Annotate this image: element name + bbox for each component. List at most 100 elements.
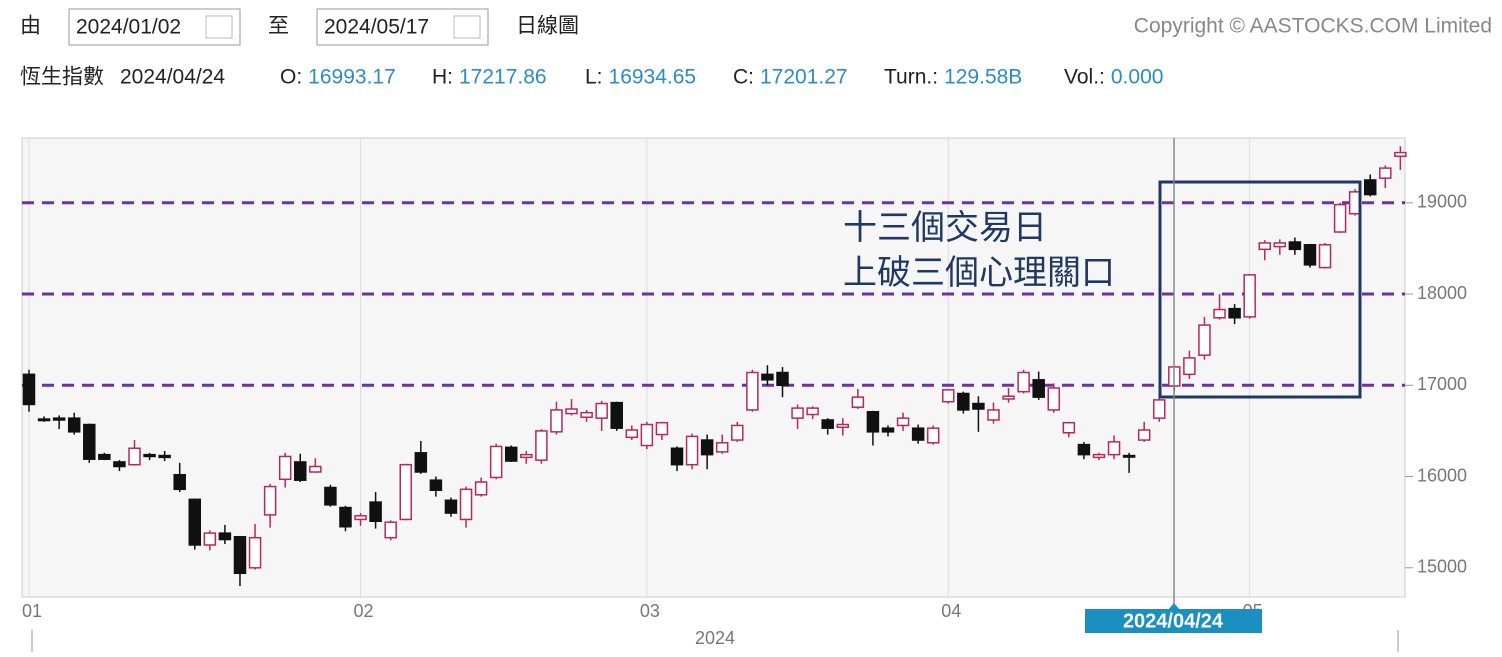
- annotation: 上破三個心理關口: [843, 253, 1115, 293]
- chart-type[interactable]: 日線圖: [516, 15, 579, 38]
- candle-body: [1122, 454, 1136, 458]
- candle-body: [1017, 371, 1030, 393]
- field-value: 16993.17: [308, 66, 396, 89]
- candle-body: [429, 479, 443, 491]
- x-tick-label: 01: [22, 601, 42, 621]
- candle-body: [1002, 395, 1015, 400]
- from-label: 由: [20, 15, 41, 38]
- to-input[interactable]: [316, 8, 489, 46]
- candle-body: [67, 417, 81, 433]
- candle-body: [233, 536, 247, 575]
- candle-body: [1228, 307, 1241, 319]
- candle-body: [715, 442, 729, 453]
- field-label: C:: [733, 66, 754, 89]
- candle-body: [1032, 379, 1045, 398]
- field-value: 17201.27: [760, 66, 848, 89]
- candle-body: [655, 421, 669, 436]
- candle-body: [459, 488, 473, 521]
- y-tick-label: 17000: [1417, 374, 1467, 394]
- candle-body: [836, 423, 850, 429]
- candle-body: [866, 411, 880, 433]
- candle-body: [565, 408, 578, 415]
- y-tick-label: 18000: [1417, 283, 1467, 303]
- candle-body: [504, 446, 518, 462]
- candle-body: [746, 371, 759, 411]
- candle-body: [625, 429, 639, 439]
- y-tick-label: 15000: [1417, 557, 1467, 577]
- candle-body: [143, 453, 156, 458]
- candle-body: [1303, 244, 1317, 266]
- candle-body: [1137, 429, 1151, 441]
- candle-body: [203, 532, 217, 546]
- candle-body: [1243, 274, 1256, 318]
- candle-body: [972, 402, 985, 410]
- candle-body: [444, 499, 458, 514]
- candle-body: [911, 427, 925, 441]
- candle-body: [670, 447, 684, 466]
- candle-body: [942, 389, 955, 403]
- candle-body: [188, 498, 202, 546]
- candle-body: [1062, 421, 1076, 434]
- candle-body: [1153, 399, 1166, 419]
- quote-name: 恆生指數: [20, 66, 104, 89]
- field-label: L:: [585, 66, 603, 89]
- candle-body: [926, 427, 940, 444]
- candle-body: [414, 452, 428, 473]
- candle-body: [685, 435, 699, 466]
- candle-body: [1394, 151, 1407, 158]
- candle-body: [1213, 308, 1226, 319]
- candle-body: [339, 506, 352, 528]
- field-label: H:: [432, 66, 453, 89]
- candle-body: [1333, 203, 1347, 233]
- candle-body: [399, 463, 412, 521]
- candle-body: [113, 461, 126, 468]
- candle-body: [98, 453, 111, 460]
- candle-body: [580, 411, 593, 418]
- candle-body: [37, 418, 51, 422]
- candle-body: [128, 447, 141, 466]
- candle-body: [1379, 167, 1392, 179]
- candle-body: [1288, 241, 1302, 251]
- x-tick-label: 02: [354, 601, 374, 621]
- crosshair-label-box: [1085, 609, 1262, 633]
- quote-date: 2024/04/24: [120, 66, 225, 89]
- candle-body: [550, 409, 563, 433]
- crosshair-label: 2024/04/24: [1123, 610, 1224, 632]
- candle-body: [384, 521, 397, 539]
- crosshair-pointer: [1168, 603, 1180, 610]
- candle-body: [957, 392, 970, 411]
- x-tick-label: 04: [941, 601, 961, 621]
- candle-body: [278, 455, 292, 481]
- candle-body: [173, 473, 186, 491]
- calendar-icon[interactable]: [453, 15, 481, 39]
- candle-body: [520, 453, 533, 459]
- candle-body: [218, 532, 232, 541]
- x-tick-label: 03: [640, 601, 660, 621]
- candle-body: [851, 396, 865, 408]
- candle-body: [158, 454, 171, 459]
- from-date[interactable]: 2024/01/02: [76, 16, 181, 39]
- candle-body: [1077, 443, 1091, 456]
- candle-body: [595, 402, 608, 419]
- from-input[interactable]: [68, 8, 241, 46]
- to-label: 至: [268, 15, 289, 38]
- field-label: Turn.:: [884, 66, 938, 89]
- field-label: Vol.:: [1064, 66, 1105, 89]
- candle-body: [987, 409, 1000, 421]
- candle-body: [776, 371, 789, 387]
- candle-body: [700, 439, 714, 456]
- candle-body: [896, 417, 910, 427]
- candle-body: [248, 536, 262, 569]
- candle-body: [791, 407, 804, 419]
- candle-body: [22, 373, 36, 406]
- to-date[interactable]: 2024/05/17: [324, 16, 429, 39]
- field-value: 16934.65: [609, 66, 697, 89]
- field-value: 0.000: [1111, 66, 1164, 89]
- field-value: 17217.86: [459, 66, 547, 89]
- candle-body: [535, 430, 548, 461]
- candle-body: [324, 486, 337, 506]
- candle-body: [52, 417, 66, 421]
- calendar-icon[interactable]: [205, 15, 233, 39]
- candle-body: [474, 481, 488, 496]
- y-tick-label: 19000: [1417, 192, 1467, 212]
